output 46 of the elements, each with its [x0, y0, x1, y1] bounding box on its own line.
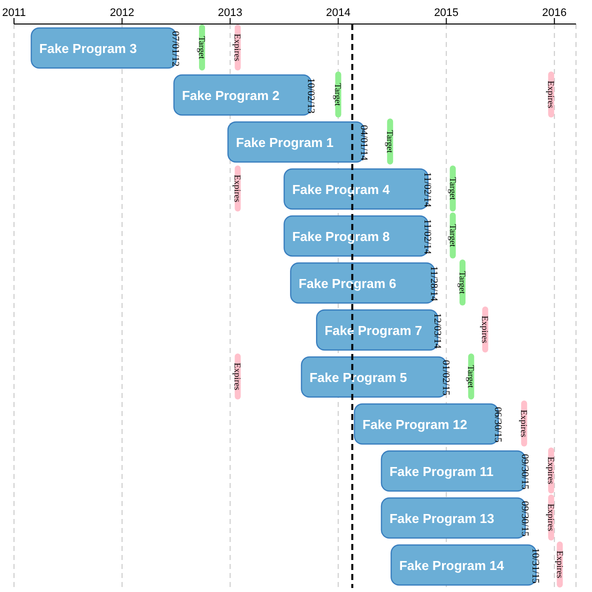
text: Target: [333, 83, 344, 106]
text: Target: [458, 271, 468, 294]
y-tick-label: Fake Program 8: [292, 229, 390, 244]
x-tick-label: 2011: [2, 7, 26, 19]
data-label: 06/30/15: [492, 407, 503, 443]
data-label: 04/01/14: [358, 125, 369, 161]
data-label: 10/31/15: [530, 548, 541, 584]
text: Expires: [546, 80, 556, 108]
y-tick-label: Fake Program 13: [389, 511, 494, 526]
text: Target: [448, 224, 458, 247]
text: Expires: [232, 174, 243, 202]
x-tick-label: 2015: [434, 7, 459, 19]
text: Expires: [480, 316, 490, 344]
text: Expires: [519, 410, 530, 438]
y-tick-label: Fake Program 4: [292, 182, 391, 197]
data-label: 11/28/14: [428, 266, 440, 302]
data-label: 10/02/13: [304, 78, 316, 114]
text: Expires: [232, 34, 243, 62]
y-tick-label: Fake Program 14: [399, 558, 505, 573]
text: Expires: [232, 362, 243, 390]
data-label: 11/02/14: [422, 172, 433, 208]
y-tick-label: Fake Program 1: [236, 135, 334, 150]
data-label: 12/03/14: [431, 313, 442, 349]
x-tick-label: 2014: [326, 7, 350, 19]
data-label: 11/02/14: [422, 219, 433, 254]
x-tick-label: 2013: [218, 7, 242, 19]
text: Target: [385, 130, 396, 153]
y-tick-label: Fake Program 6: [298, 276, 396, 291]
legend-label: Expires: [546, 504, 556, 532]
x-tick-label: 2012: [110, 7, 134, 19]
text: Expires: [554, 550, 565, 578]
data-label: 01/02/15: [440, 360, 451, 396]
y-tick-label: Fake Program 11: [389, 464, 494, 479]
x-tick-label: 2016: [542, 7, 567, 19]
series-label: Target: [197, 36, 208, 60]
data-label: 09/30/15: [518, 501, 530, 537]
data-label: 07/01/12: [170, 31, 181, 67]
text: Target: [466, 365, 476, 388]
y-tick-label: Fake Program 2: [182, 88, 280, 103]
y-tick-label: Fake Program 7: [324, 323, 422, 338]
text: Expires: [546, 456, 556, 484]
y-tick-label: Fake Program 3: [39, 41, 137, 56]
text: Target: [448, 177, 458, 200]
data-label: 09/30/15: [518, 454, 530, 490]
y-tick-label: Fake Program 5: [309, 370, 408, 385]
y-tick-label: Fake Program 12: [362, 417, 468, 432]
